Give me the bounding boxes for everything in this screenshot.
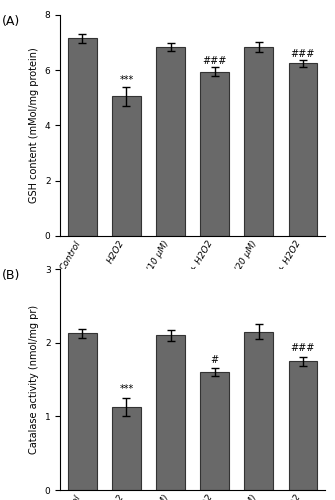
Text: (A): (A): [2, 15, 20, 28]
Text: ###: ###: [291, 343, 315, 353]
Bar: [200, 72, 229, 236]
Text: ***: ***: [119, 384, 134, 394]
Bar: [112, 407, 141, 490]
Text: ###: ###: [291, 48, 315, 58]
Bar: [200, 372, 229, 490]
Bar: [68, 333, 97, 490]
Bar: [156, 336, 185, 490]
Text: ###: ###: [202, 56, 227, 66]
Text: ***: ***: [119, 76, 134, 86]
Bar: [68, 38, 97, 236]
Y-axis label: GSH content (mMol/mg protein): GSH content (mMol/mg protein): [29, 48, 39, 203]
Bar: [112, 96, 141, 236]
Bar: [156, 47, 185, 236]
Bar: [245, 47, 273, 236]
Text: #: #: [211, 355, 219, 365]
Bar: [245, 332, 273, 490]
Bar: [288, 64, 317, 236]
Y-axis label: Catalase activity (nmol/mg pr): Catalase activity (nmol/mg pr): [29, 305, 39, 454]
Text: (B): (B): [2, 269, 20, 282]
Bar: [288, 361, 317, 490]
